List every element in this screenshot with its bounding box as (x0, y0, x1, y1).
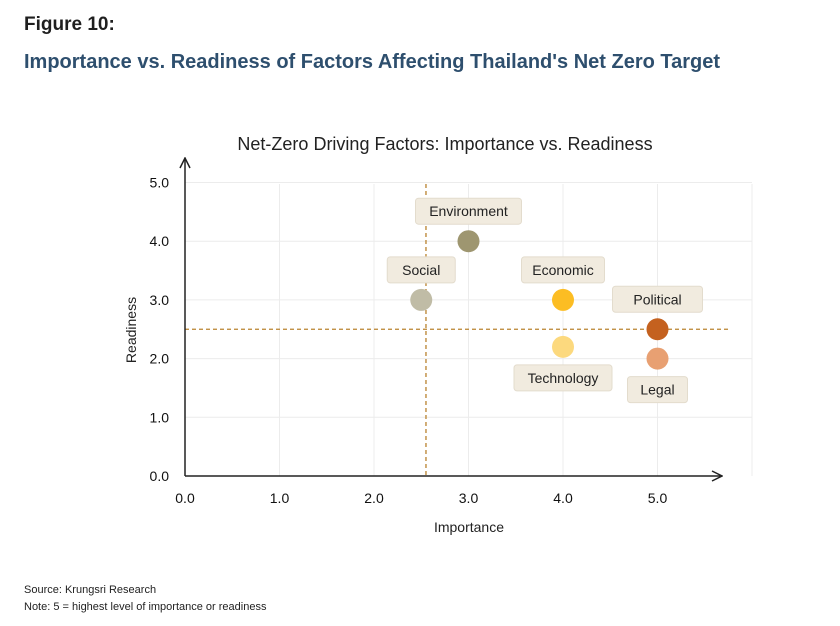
chart-title: Net-Zero Driving Factors: Importance vs.… (237, 134, 652, 154)
y-tick-label: 5.0 (150, 175, 170, 191)
figure-title: Importance vs. Readiness of Factors Affe… (24, 51, 721, 73)
point-political: Political (612, 285, 703, 341)
y-tick-label: 3.0 (150, 292, 170, 308)
y-tick-label: 0.0 (150, 468, 170, 484)
tick-labels: 0.0 1.0 2.0 3.0 4.0 5.0 0.0 1.0 2.0 3.0 4.0 5.0 (150, 175, 668, 507)
marker-political (646, 318, 669, 341)
point-legal: Legal (627, 347, 688, 404)
x-tick-label: 4.0 (553, 490, 573, 506)
label-social: Social (402, 262, 440, 278)
marker-legal (646, 347, 669, 370)
label-box-political (612, 285, 703, 313)
label-legal: Legal (640, 382, 674, 398)
data-points: Environment Social Economic Political Techno… (386, 197, 703, 404)
x-tick-label: 2.0 (364, 490, 384, 506)
label-box-social (386, 256, 456, 284)
label-economic: Economic (532, 262, 593, 278)
x-tick-label: 1.0 (270, 490, 290, 506)
label-box-technology (513, 364, 613, 392)
marker-technology (552, 335, 574, 358)
point-technology: Technology (513, 335, 613, 392)
marker-social (410, 288, 433, 311)
label-environment: Environment (429, 203, 508, 219)
label-political: Political (633, 291, 681, 307)
figure-label: Figure 10: (24, 14, 115, 35)
y-tick-label: 2.0 (150, 351, 170, 367)
label-box-economic (521, 256, 605, 284)
label-box-environment (415, 197, 522, 225)
y-axis-label: Readiness (123, 297, 139, 363)
y-tick-label: 4.0 (150, 233, 170, 249)
label-box-legal (627, 376, 688, 404)
x-tick-label: 5.0 (648, 490, 668, 506)
axes (185, 158, 722, 476)
x-axis-label: Importance (434, 519, 504, 535)
marker-economic (552, 288, 574, 311)
source-note: Source: Krungsri Research (24, 584, 157, 596)
point-environment: Environment (415, 197, 522, 253)
point-social: Social (386, 256, 456, 311)
x-tick-label: 0.0 (175, 490, 195, 506)
marker-environment (457, 230, 480, 253)
point-economic: Economic (521, 256, 605, 311)
scatter-chart: Net-Zero Driving Factors: Importance vs.… (123, 134, 753, 535)
scale-note: Note: 5 = highest level of importance or… (24, 601, 267, 613)
x-tick-label: 3.0 (459, 490, 479, 506)
label-technology: Technology (528, 370, 599, 386)
y-tick-label: 1.0 (150, 409, 170, 425)
